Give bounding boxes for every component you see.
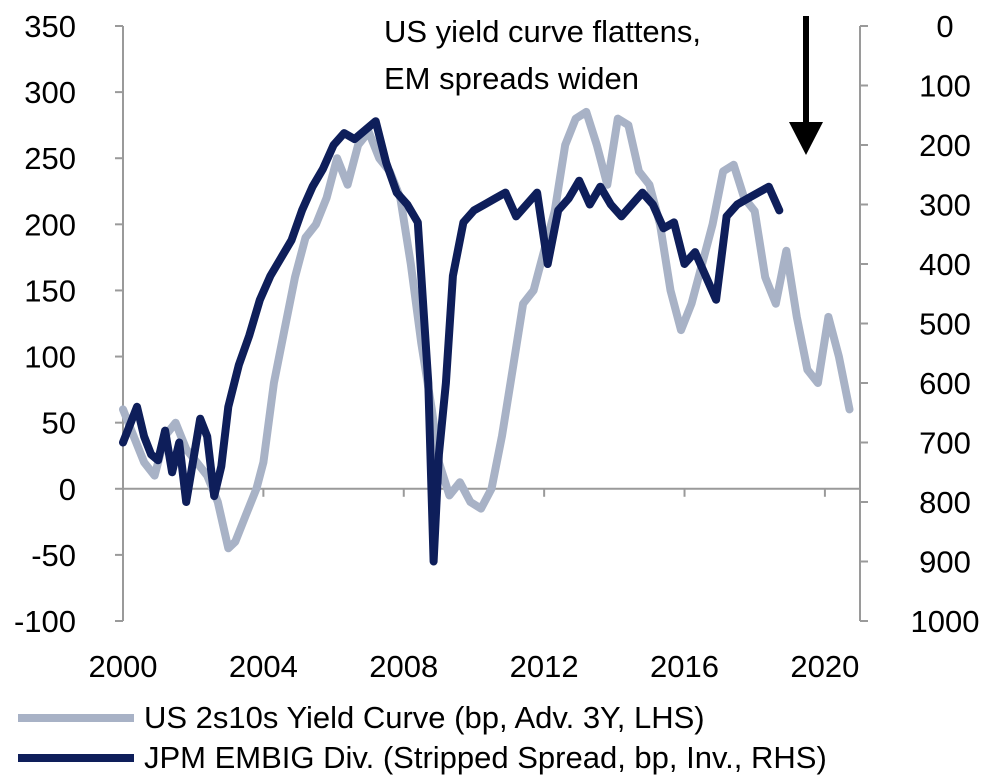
right-tick-label: 0 xyxy=(936,9,953,44)
series-line-yield-curve xyxy=(119,107,854,553)
annotation-line-2: EM spreads widen xyxy=(384,61,639,96)
right-tick-label: 200 xyxy=(919,128,971,163)
left-tick-label: 0 xyxy=(59,472,76,507)
series-lines xyxy=(119,107,854,566)
x-tick-label: 2020 xyxy=(790,649,859,684)
chart-canvas: US yield curve flattens, EM spreads wide… xyxy=(14,9,980,684)
left-tick-label: 350 xyxy=(24,9,76,44)
down-arrow-head xyxy=(789,122,823,155)
right-tick-label: 400 xyxy=(919,247,971,282)
right-tick-label: 800 xyxy=(919,485,971,520)
axes: 350300250200150100500-50-100010020030040… xyxy=(14,9,980,684)
legend-label-yield-curve: US 2s10s Yield Curve (bp, Adv. 3Y, LHS) xyxy=(144,700,705,735)
annotation-line-1: US yield curve flattens, xyxy=(384,14,701,49)
left-tick-label: 250 xyxy=(24,141,76,176)
x-tick-label: 2000 xyxy=(89,649,158,684)
right-tick-label: 300 xyxy=(919,188,971,223)
left-tick-label: 200 xyxy=(24,207,76,242)
right-tick-label: 900 xyxy=(919,545,971,580)
right-tick-label: 100 xyxy=(919,69,971,104)
legend-item-yield-curve: US 2s10s Yield Curve (bp, Adv. 3Y, LHS) xyxy=(18,698,988,738)
left-tick-label: -100 xyxy=(14,604,76,639)
series-line-embig xyxy=(119,117,784,566)
x-tick-label: 2008 xyxy=(369,649,438,684)
annotation: US yield curve flattens, EM spreads wide… xyxy=(384,14,701,96)
right-tick-label: 1000 xyxy=(911,604,980,639)
legend-swatch-embig xyxy=(18,754,134,762)
x-tick-label: 2004 xyxy=(229,649,298,684)
legend-item-embig: JPM EMBIG Div. (Stripped Spread, bp, Inv… xyxy=(18,738,988,778)
left-tick-label: 50 xyxy=(42,406,76,441)
left-tick-label: 100 xyxy=(24,340,76,375)
left-tick-label: 300 xyxy=(24,75,76,110)
legend-label-embig: JPM EMBIG Div. (Stripped Spread, bp, Inv… xyxy=(144,740,827,775)
down-arrow xyxy=(789,16,823,155)
left-tick-label: 150 xyxy=(24,273,76,308)
right-tick-label: 500 xyxy=(919,307,971,342)
x-tick-label: 2016 xyxy=(650,649,719,684)
right-tick-label: 600 xyxy=(919,366,971,401)
x-tick-label: 2012 xyxy=(510,649,579,684)
left-tick-label: -50 xyxy=(31,538,76,573)
right-tick-label: 700 xyxy=(919,426,971,461)
legend-swatch-yield-curve xyxy=(18,714,134,722)
